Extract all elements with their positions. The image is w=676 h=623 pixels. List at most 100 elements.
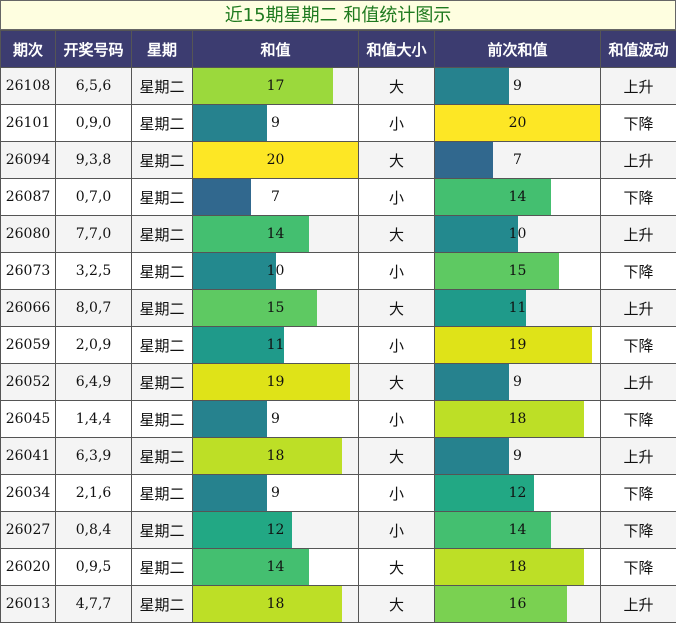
sum-cell: 19 (193, 364, 359, 401)
header-sum: 和值 (193, 31, 359, 68)
size-cell: 小 (359, 179, 435, 216)
weekday-cell: 星期二 (132, 475, 193, 512)
sum-cell: 7 (193, 179, 359, 216)
trend-cell: 下降 (601, 327, 676, 364)
sum-cell-value: 14 (267, 226, 285, 242)
header-weekday: 星期 (132, 31, 193, 68)
numbers-cell: 0,8,4 (56, 512, 132, 549)
prev-sum-cell: 7 (435, 142, 601, 179)
sum-cell-bar (193, 290, 317, 326)
issue-cell: 26052 (1, 364, 56, 401)
sum-cell-bar (193, 68, 333, 104)
size-cell: 小 (359, 401, 435, 438)
page-title: 近15期星期二 和值统计图示 (0, 0, 676, 30)
weekday-cell: 星期二 (132, 68, 193, 105)
numbers-cell: 2,0,9 (56, 327, 132, 364)
prev-sum-cell-value: 14 (509, 522, 527, 538)
sum-cell: 9 (193, 475, 359, 512)
trend-cell: 上升 (601, 142, 676, 179)
numbers-cell: 6,5,6 (56, 68, 132, 105)
prev-sum-cell-bar (435, 142, 493, 178)
weekday-cell: 星期二 (132, 512, 193, 549)
issue-cell: 26101 (1, 105, 56, 142)
prev-sum-cell-value: 18 (509, 411, 527, 427)
sum-cell-value: 19 (267, 374, 285, 390)
weekday-cell: 星期二 (132, 179, 193, 216)
weekday-cell: 星期二 (132, 327, 193, 364)
issue-cell: 26087 (1, 179, 56, 216)
issue-cell: 26020 (1, 549, 56, 586)
numbers-cell: 7,7,0 (56, 216, 132, 253)
numbers-cell: 8,0,7 (56, 290, 132, 327)
prev-sum-cell: 20 (435, 105, 601, 142)
prev-sum-cell-value: 9 (513, 448, 522, 464)
size-cell: 小 (359, 475, 435, 512)
trend-cell: 上升 (601, 290, 676, 327)
sum-cell: 9 (193, 401, 359, 438)
sum-cell-value: 7 (271, 189, 280, 205)
prev-sum-cell-bar (435, 68, 509, 104)
size-cell: 小 (359, 512, 435, 549)
trend-cell: 下降 (601, 512, 676, 549)
issue-cell: 26045 (1, 401, 56, 438)
issue-cell: 26013 (1, 586, 56, 623)
table-header-row: 期次 开奖号码 星期 和值 和值大小 前次和值 和值波动 (1, 31, 676, 68)
prev-sum-cell-value: 10 (509, 226, 527, 242)
sum-cell: 18 (193, 438, 359, 475)
weekday-cell: 星期二 (132, 586, 193, 623)
prev-sum-cell-bar (435, 364, 509, 400)
sum-cell: 18 (193, 586, 359, 623)
sum-cell-value: 18 (267, 596, 285, 612)
issue-cell: 26073 (1, 253, 56, 290)
prev-sum-cell-value: 11 (509, 300, 527, 316)
sum-cell-bar (193, 401, 267, 437)
trend-cell: 下降 (601, 179, 676, 216)
issue-cell: 26066 (1, 290, 56, 327)
prev-sum-cell-value: 9 (513, 78, 522, 94)
prev-sum-cell: 18 (435, 549, 601, 586)
prev-sum-cell: 19 (435, 327, 601, 364)
sum-cell-value: 9 (271, 115, 280, 131)
prev-sum-cell: 14 (435, 179, 601, 216)
issue-cell: 26108 (1, 68, 56, 105)
trend-cell: 上升 (601, 68, 676, 105)
sum-cell-value: 10 (267, 263, 285, 279)
size-cell: 大 (359, 68, 435, 105)
prev-sum-cell-value: 16 (509, 596, 527, 612)
numbers-cell: 0,9,0 (56, 105, 132, 142)
sum-cell: 9 (193, 105, 359, 142)
weekday-cell: 星期二 (132, 290, 193, 327)
numbers-cell: 6,4,9 (56, 364, 132, 401)
trend-cell: 上升 (601, 438, 676, 475)
numbers-cell: 3,2,5 (56, 253, 132, 290)
prev-sum-cell: 9 (435, 364, 601, 401)
size-cell: 大 (359, 586, 435, 623)
size-cell: 小 (359, 253, 435, 290)
sum-cell: 14 (193, 549, 359, 586)
trend-cell: 上升 (601, 216, 676, 253)
size-cell: 大 (359, 364, 435, 401)
prev-sum-cell-bar (435, 253, 559, 289)
size-cell: 大 (359, 216, 435, 253)
numbers-cell: 9,3,8 (56, 142, 132, 179)
sum-cell-bar (193, 179, 251, 215)
numbers-cell: 2,1,6 (56, 475, 132, 512)
prev-sum-cell-bar (435, 512, 551, 548)
header-trend: 和值波动 (601, 31, 676, 68)
weekday-cell: 星期二 (132, 216, 193, 253)
numbers-cell: 0,9,5 (56, 549, 132, 586)
trend-cell: 下降 (601, 105, 676, 142)
weekday-cell: 星期二 (132, 549, 193, 586)
prev-sum-cell-value: 18 (509, 559, 527, 575)
trend-cell: 下降 (601, 475, 676, 512)
weekday-cell: 星期二 (132, 253, 193, 290)
sum-cell: 11 (193, 327, 359, 364)
